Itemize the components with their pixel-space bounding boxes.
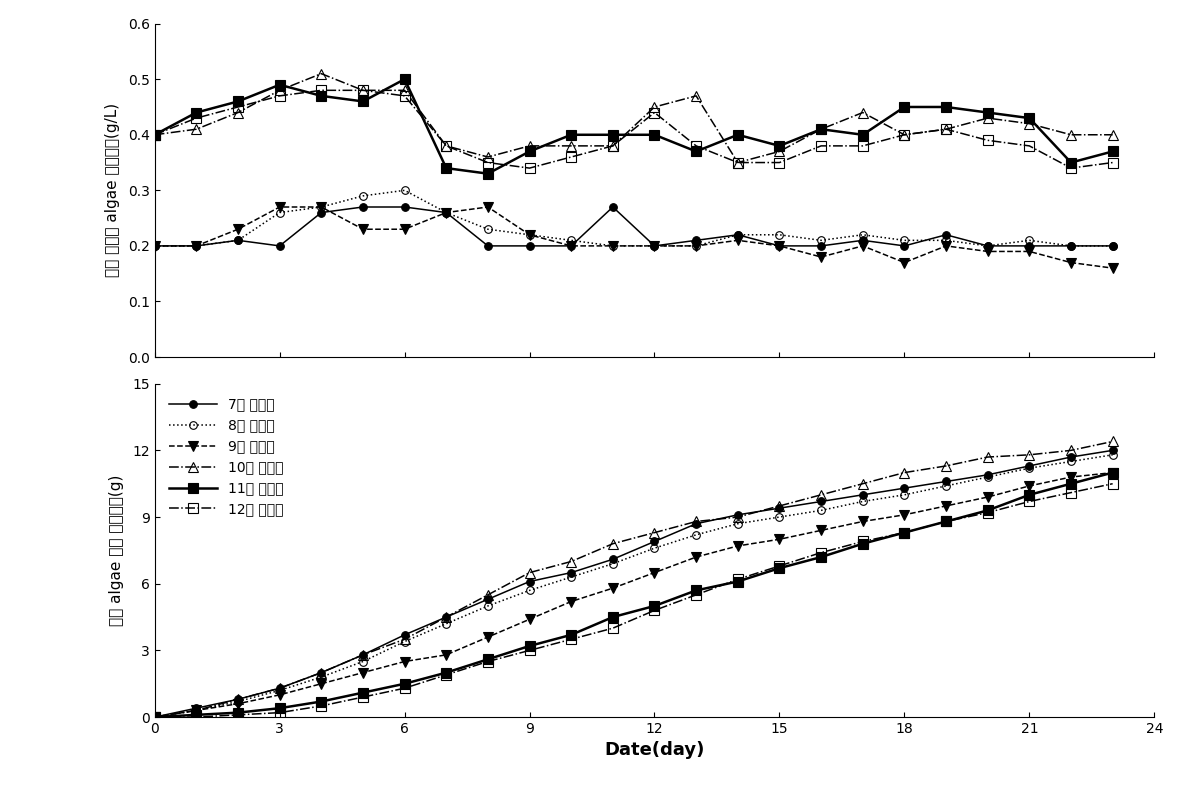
Y-axis label: 단위 부피당 algae 건조중량(g/L): 단위 부피당 algae 건조중량(g/L) — [105, 103, 119, 277]
Legend: 7번 배양조, 8번 배양조, 9번 배양조, 10번 배양조, 11번 배양조, 12번 배양조: 7번 배양조, 8번 배양조, 9번 배양조, 10번 배양조, 11번 배양조… — [162, 391, 290, 523]
X-axis label: Date(day): Date(day) — [605, 742, 704, 760]
Y-axis label: 수거 algae 누적 건조중량(g): 수거 algae 누적 건조중량(g) — [108, 474, 124, 626]
